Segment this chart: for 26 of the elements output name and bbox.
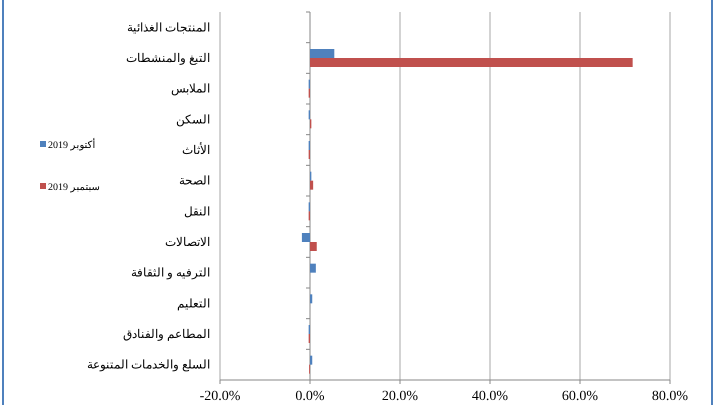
y-tick-label: الملابس <box>171 82 210 96</box>
y-tick-label: التبغ والمنشطات <box>126 51 210 65</box>
bar <box>310 242 317 251</box>
bar <box>310 264 316 273</box>
x-tick-label: 80.0% <box>652 389 688 404</box>
bar <box>310 180 314 190</box>
legend-label: سبتمبر 2019 <box>48 182 100 193</box>
x-tick-label: -20.0% <box>200 389 241 404</box>
y-tick-label: السكن <box>176 112 210 126</box>
y-tick-label: التعليم <box>177 296 210 310</box>
bar <box>310 49 334 58</box>
x-tick-label: 0.0% <box>295 389 325 404</box>
y-tick-label: الترفيه و الثقافة <box>131 266 210 280</box>
y-tick-label: المطاعم والفنادق <box>123 327 210 341</box>
x-tick-label: 40.0% <box>472 389 508 404</box>
y-tick-label: الأثاث <box>182 142 210 157</box>
y-tick-label: السلع والخدمات المتنوعة <box>87 358 210 372</box>
y-tick-label: النقل <box>184 204 210 218</box>
y-tick-label: المنتجات الغذائية <box>127 20 210 34</box>
x-tick-label: 60.0% <box>562 389 598 404</box>
y-tick-label: الاتصالات <box>165 235 210 249</box>
bar <box>302 233 310 242</box>
y-tick-label: الصحة <box>179 174 210 188</box>
x-tick-label: 20.0% <box>382 389 418 404</box>
legend-label: أكتوبر 2019 <box>48 138 96 151</box>
bar <box>310 58 633 67</box>
